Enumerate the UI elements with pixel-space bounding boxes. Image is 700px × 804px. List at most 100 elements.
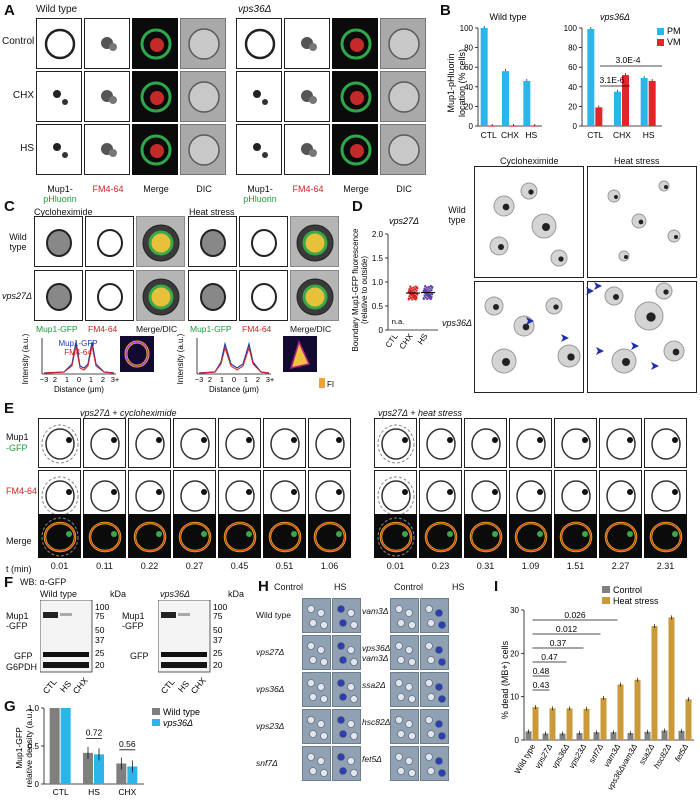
e-row-mup1-a: Mup1 [6,432,29,442]
d-point-2-22 [428,289,431,293]
d-point-2-33 [431,285,434,289]
h-col-hs-2: HS [452,582,465,592]
g-legend-wt: Wild type [163,707,200,717]
b-cat-0-2: HS [525,130,537,140]
panel-a-row-chx: CHX [12,90,34,101]
b-pval-1: 3.0E-4 [615,55,640,65]
b-img-row1-b: type [448,215,466,225]
g-cat-1: HS [88,787,100,797]
h-row-right-1: vps36Δ vam3Δ [362,643,391,663]
b-cell-dot-1 [528,189,534,195]
b-bar-1-1-1 [622,75,629,126]
c2-tick-4: 1 [244,375,248,384]
panel-e-tile-1-1-0 [374,470,417,520]
panel-e-cell-0-2-3 [178,521,212,553]
b-yticklabel-0-0: 0 [469,122,474,131]
i-ylabel: % dead (MB+) cells [500,640,510,719]
e-time-1-4: 1.51 [566,561,585,571]
h-cells-left-0-1 [337,605,358,629]
panel-a-tile-0-2-0 [36,124,82,175]
panel-c-label: C [4,198,15,215]
panel-a-col-dic: DIC [196,184,212,194]
h-tile-left-3-0 [302,709,331,744]
panel-a-tile-1-2-0 [236,124,282,175]
panel-a-cell-1-1-1 [301,90,317,104]
panel-e-tile-1-0-6 [644,418,687,468]
b-cell-dot-4 [558,256,564,262]
panel-e-tile-0-0-5 [263,418,306,468]
d-point-2-27 [430,295,433,298]
panel-c-cell-0-1-2 [142,278,180,316]
i-bar-3-0 [576,733,583,740]
d-point-1-31 [409,289,412,292]
panel-a-tile-0-2-1 [84,124,130,175]
b-bar-1-0-1 [595,107,603,126]
panel-e-cell-1-1-0 [377,476,415,516]
panel-e-tile-1-0-4 [554,418,597,468]
d-point-1-32 [408,287,411,291]
c-row1-b: type [9,242,27,252]
panel-a-col-mup1: Mup1- pHluorin [36,184,84,204]
panel-a-cell-1-0-3 [388,28,420,60]
c-tick-4: 1 [89,375,93,384]
panel-c-tile-0-0-1 [85,216,134,267]
panel-a-cell-0-1-1 [101,90,117,104]
b-cat-0-1: CHX [501,130,519,140]
f-m-75: 75 [95,611,105,621]
h-tile-right-3-0 [390,709,419,744]
panel-c-cell-1-1-2 [296,278,334,316]
b-cell-dot-16 [646,312,656,322]
e-time-0-3: 0.27 [185,561,204,571]
e-time-1-5: 2.27 [611,561,630,571]
i-yticklabel-3: 0 [515,736,520,745]
panel-e-cell-1-1-4 [561,480,591,512]
panel-e-tile-1-1-4 [554,470,597,520]
panel-e-cell-0-2-6 [313,521,347,553]
panel-e-tile-0-0-3 [173,418,216,468]
b-legend-vm-swatch [657,39,664,46]
panel-a-col-fm-mut: FM4-64 [292,184,324,194]
g-cat-0: CTL [53,787,69,797]
c-legend-1: Mup1-GFP [58,339,97,348]
b-yticklabel-0-80: 80 [464,44,473,53]
b-arrow-4 [594,282,602,290]
b-cell-dot-0 [502,203,510,211]
h-cells-left-3-1 [337,716,358,740]
e-time-0-1: 0.11 [96,561,113,571]
panel-a-cell-1-1-2 [340,81,372,113]
h-tile-left-1-1 [332,635,361,670]
d-point-2-31 [424,289,427,292]
panel-a-cell-0-1-0 [53,90,68,105]
c-profile-2: Intensity (a.u.) −3 2 1 0 1 2 3+ Distanc… [176,334,334,394]
f-mup1-a-2: Mup1 [122,611,145,621]
panel-a-row-hs: HS [20,143,34,154]
b-img-col2: Heat stress [614,156,660,166]
panel-e-cell-0-0-6 [315,428,345,460]
panel-c-tile-1-0-1 [239,216,288,267]
h-cells-right-0-0 [395,605,416,629]
panel-e-cell-0-1-1 [90,480,120,512]
b-bar-0-0-0 [480,28,488,126]
f-mup1-a: Mup1 [6,611,29,621]
i-bar-8-1 [668,617,675,740]
g-bar-2-0 [116,763,127,784]
panel-a-cell-0-2-3 [188,134,220,166]
panel-a-cell-0-0-1 [101,37,117,51]
d-point-2-36 [426,294,430,297]
d-point-2-19 [423,294,426,297]
c-lbl-fm-2: FM4-64 [242,324,272,334]
d-point-1-27 [415,295,418,299]
panel-a-tile-1-1-0 [236,71,282,122]
panel-e-tile-0-1-1 [83,470,126,520]
panel-a-tile-0-1-0 [36,71,82,122]
i-bar-0-1 [532,707,539,740]
panel-d-label: D [352,198,363,215]
b-bar-0-2-1 [531,126,539,127]
d-point-2-15 [429,287,432,290]
panel-e-tile-0-2-4 [218,514,261,558]
h-cells-right-3-0 [395,716,416,740]
panel-e-cell-0-0-3 [180,428,210,460]
d-point-1-16 [412,286,415,289]
panel-d-chart: vps27Δ Boundary Mup1-GFP fluorescence (r… [352,216,438,352]
h-cells-right-4-1 [425,753,446,777]
